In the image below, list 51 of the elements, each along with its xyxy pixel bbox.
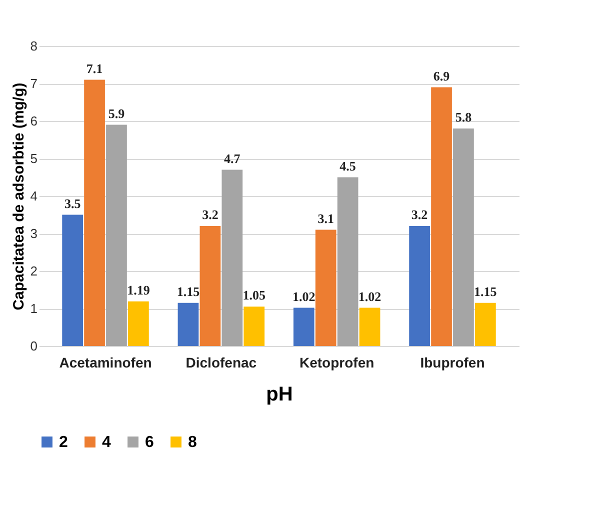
y-tick-label: 5 [30,151,38,166]
data-label: 1.15 [176,284,200,299]
data-label: 6.9 [433,68,450,84]
y-tick-label: 4 [30,188,38,204]
y-tick-label: 7 [30,76,38,91]
bar [315,230,336,346]
data-label: 1.15 [474,284,498,299]
legend-label: 2 [59,434,68,451]
x-tick-label: Diclofenac [186,354,257,370]
bar [200,226,221,346]
data-label: 4.5 [340,158,356,174]
data-label: 1.19 [127,282,150,298]
data-label: 3.5 [64,196,82,211]
x-axis-title: pH [266,384,293,406]
bar [222,170,243,346]
data-label: 3.2 [202,207,218,222]
bar [453,128,474,346]
data-label: 5.8 [455,110,472,124]
data-label: 7.1 [86,60,103,76]
y-tick-label: 3 [30,226,38,241]
data-label: 5.9 [108,106,126,121]
legend-label: 6 [145,434,154,451]
y-tick-label: 6 [30,114,38,128]
bar [128,301,149,346]
bar [431,87,452,346]
x-tick-label: Ibuprofen [420,354,485,370]
data-label: 1.02 [292,288,316,304]
bar [244,306,265,346]
x-tick-label: Acetaminofen [59,354,152,370]
bar [337,177,358,346]
bar [475,302,496,346]
legend-label: 4 [102,434,111,451]
y-tick-label: 2 [30,264,38,278]
data-label: 3.1 [318,210,334,226]
y-axis-title: Capacitatea de adsorbtie (mg/g) [10,82,28,310]
bar [84,80,105,346]
bar [293,308,314,346]
data-label: 3.2 [411,207,428,222]
y-tick-label: 0 [30,338,38,354]
bar [106,124,127,346]
data-label: 1.05 [242,288,266,303]
y-tick-label: 8 [30,38,38,54]
bar [62,214,83,346]
y-tick-label: 1 [30,301,38,316]
legend-label: 8 [188,434,197,451]
bar [359,308,380,346]
x-tick-label: Ketoprofen [299,354,374,370]
bar [178,302,199,346]
bar [409,226,430,346]
data-label: 1.02 [358,288,382,304]
data-label: 4.7 [224,150,241,166]
